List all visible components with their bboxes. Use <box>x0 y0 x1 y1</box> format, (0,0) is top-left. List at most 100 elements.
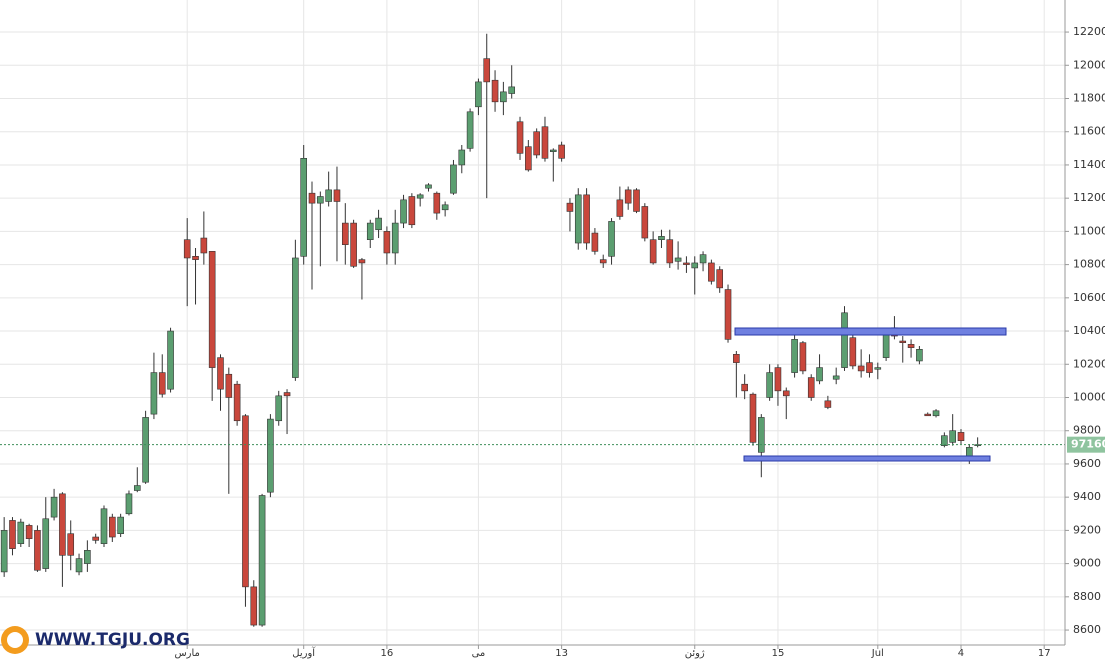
candle-body <box>491 79 499 103</box>
candle-body <box>133 485 141 491</box>
candle-body <box>941 435 948 446</box>
candle-body <box>766 372 773 398</box>
candle-body <box>458 149 466 166</box>
candle-body <box>34 530 41 571</box>
candle-body <box>708 262 715 282</box>
candle-body <box>599 259 607 264</box>
candle-body <box>308 192 316 204</box>
candle-body <box>608 221 615 257</box>
candle-body <box>849 337 857 367</box>
candle-body <box>400 199 407 224</box>
candle-body <box>907 344 915 348</box>
candle-body <box>807 377 815 398</box>
candle-body <box>583 194 590 244</box>
candle-body <box>733 354 740 363</box>
candle-body <box>358 259 366 264</box>
candle-body <box>516 121 524 154</box>
x-tick-label: ژوئن <box>685 648 705 659</box>
y-tick-label: 8800 <box>1073 590 1101 603</box>
y-tick-label: 8600 <box>1073 623 1101 636</box>
candle-body <box>416 194 424 199</box>
candle-body <box>866 362 873 373</box>
x-tick-label: مارس <box>174 648 199 659</box>
candle-body <box>208 251 216 368</box>
candle-body <box>666 239 674 264</box>
x-tick-label: 15 <box>772 648 785 659</box>
candle-body <box>699 254 707 264</box>
candle-body <box>317 196 324 204</box>
candle-body <box>242 415 249 588</box>
candle-body <box>375 217 382 231</box>
candle-body <box>158 372 166 395</box>
candle-body <box>425 184 432 189</box>
candle-body <box>816 367 823 382</box>
candle-body <box>774 367 782 392</box>
candle-body <box>558 144 565 159</box>
candle-body <box>957 432 965 441</box>
y-tick-label: 9400 <box>1073 490 1101 503</box>
candle-body <box>616 199 624 217</box>
candle-body <box>333 189 341 202</box>
candle-body <box>716 269 724 289</box>
x-tick-label: 13 <box>555 648 568 659</box>
candle-body <box>9 520 16 549</box>
candle-body <box>649 239 657 264</box>
y-tick-label: 11600 <box>1073 125 1105 138</box>
candle-body <box>533 131 540 156</box>
candle-body <box>550 149 557 152</box>
candle-body <box>366 222 374 240</box>
resistance-zone <box>734 327 1007 336</box>
y-tick-label: 10800 <box>1073 258 1105 271</box>
y-tick-label: 9200 <box>1073 523 1101 536</box>
y-tick-label: 11000 <box>1073 224 1105 237</box>
candle-body <box>17 521 25 544</box>
candle-body <box>874 367 882 370</box>
candle-body <box>59 493 66 556</box>
candle-body <box>857 365 865 372</box>
support-zone <box>743 455 991 462</box>
candle-body <box>824 400 832 408</box>
candle-body <box>433 192 441 214</box>
y-tick-label: 9600 <box>1073 457 1101 470</box>
candle-body <box>758 417 765 453</box>
candle-body <box>250 586 258 626</box>
candle-body <box>799 342 807 372</box>
candle-body <box>832 375 840 380</box>
candle-body <box>192 256 199 260</box>
candle-body <box>441 204 449 211</box>
candle-body <box>150 372 158 415</box>
grid <box>0 0 1065 645</box>
candle-body <box>100 508 108 544</box>
candle-body <box>782 390 790 397</box>
logo-inner <box>7 632 23 648</box>
candle-body <box>841 312 848 368</box>
watermark-text: WWW.TGJU.ORG <box>35 630 190 650</box>
candle-body <box>217 357 224 390</box>
y-tick-label: 12000 <box>1073 58 1105 71</box>
candle-body <box>450 164 457 194</box>
candle-body <box>691 262 699 269</box>
candle-body <box>125 493 133 515</box>
candle-body <box>25 525 33 539</box>
candle-body <box>724 289 732 340</box>
candle-body <box>475 81 482 108</box>
candle-body <box>633 189 640 212</box>
candle-body <box>50 496 58 518</box>
candle-body <box>300 158 307 257</box>
candle-body <box>258 495 266 626</box>
candle-body <box>383 231 391 254</box>
candle-body <box>75 558 83 573</box>
candle-body <box>624 189 632 204</box>
candle-body <box>167 330 174 390</box>
candle-body <box>200 237 208 254</box>
candle-body <box>541 126 549 159</box>
candle-body <box>0 530 8 573</box>
x-tick-label: آوریل <box>292 646 316 659</box>
candle-body <box>899 340 907 343</box>
candle-body <box>67 533 75 556</box>
x-tick-label: 4 <box>958 648 964 659</box>
x-tick-label: 16 <box>381 648 394 659</box>
candle-body <box>674 257 682 262</box>
candle-body <box>566 202 574 212</box>
